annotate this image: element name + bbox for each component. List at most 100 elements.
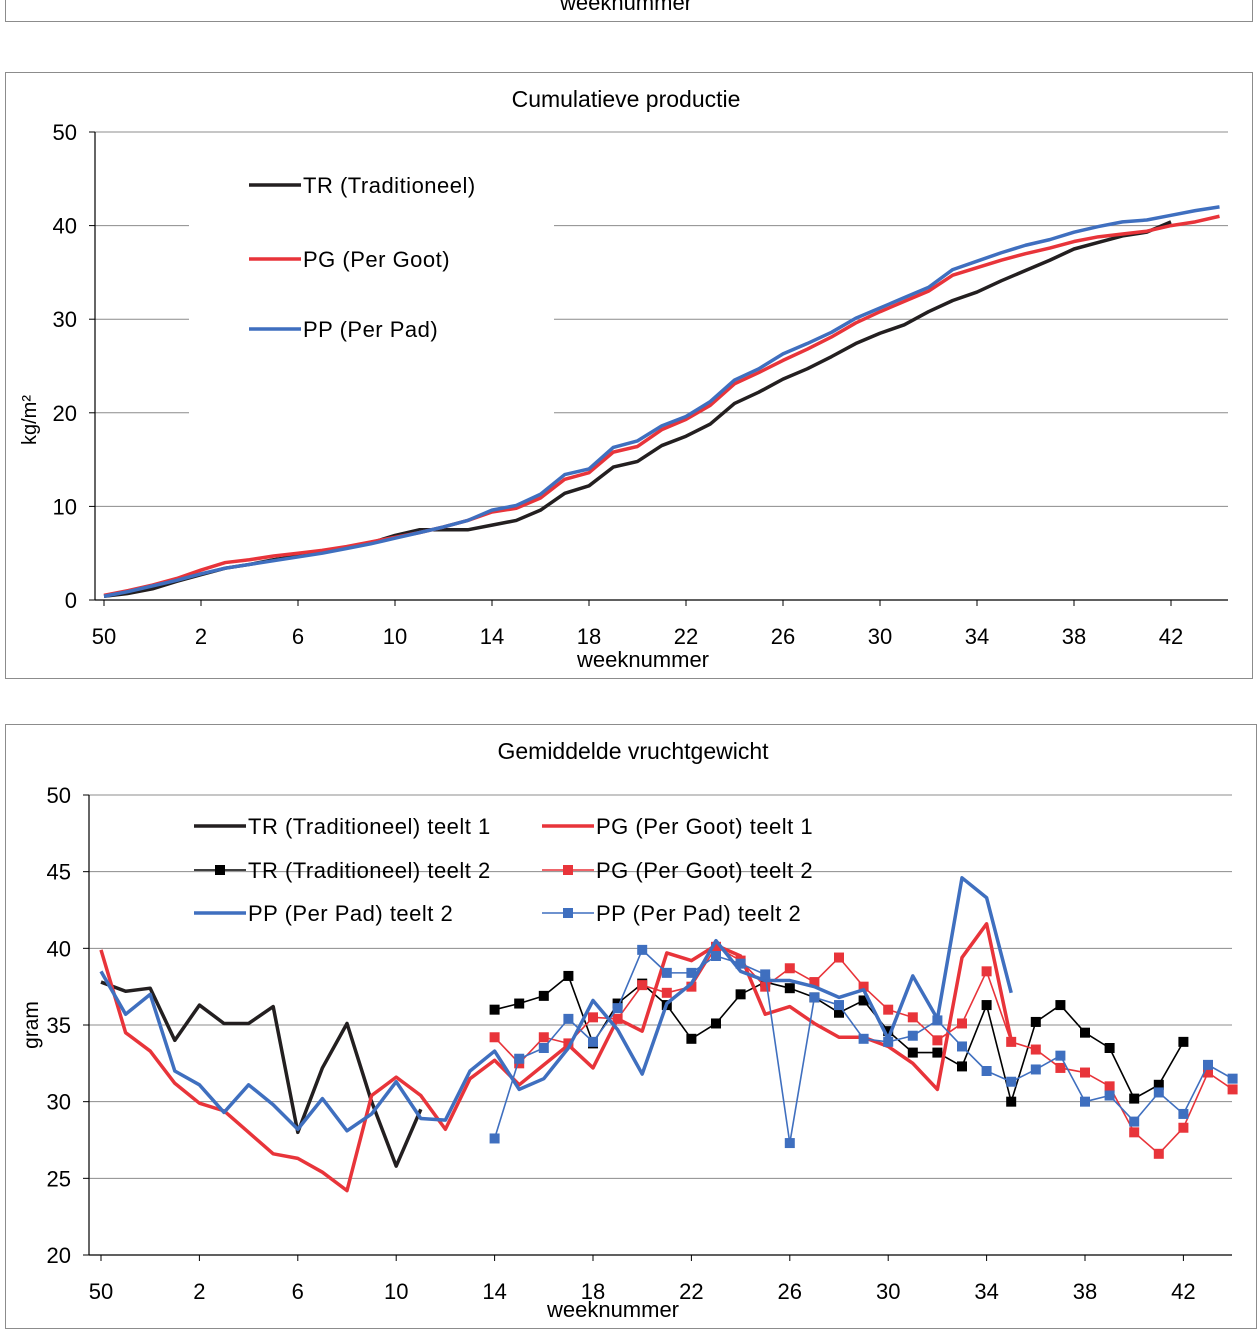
top-chart-fragment: weeknummer: [5, 0, 1253, 22]
data-point: [1055, 1062, 1066, 1073]
data-point: [834, 1007, 844, 1018]
data-point: [1153, 1087, 1164, 1098]
data-point: [1178, 1108, 1189, 1119]
top-fragment-x-axis-title: weeknummer: [559, 0, 692, 15]
top-chart-fragment-svg: weeknummer: [559, 0, 692, 15]
x-tick-label: 38: [1062, 624, 1086, 649]
data-point: [1129, 1116, 1140, 1127]
data-point: [514, 1053, 525, 1064]
legend-label: TR (Traditioneel) teelt 1: [248, 814, 491, 839]
data-point: [907, 1047, 918, 1058]
data-point: [1080, 1027, 1090, 1038]
x-tick-label: 30: [868, 624, 892, 649]
data-point: [1153, 1148, 1164, 1159]
data-point: [957, 1041, 967, 1052]
legend-marker: [215, 865, 225, 875]
data-point: [612, 1003, 623, 1014]
x-tick-label: 6: [292, 624, 304, 649]
data-point: [907, 1012, 918, 1023]
data-point: [1178, 1036, 1189, 1047]
data-point: [1030, 1064, 1041, 1075]
data-point: [489, 1133, 500, 1144]
data-point: [637, 944, 648, 955]
x-tick-label: 18: [577, 624, 601, 649]
x-tick-label: 34: [965, 624, 989, 649]
data-point: [538, 1032, 549, 1043]
data-point: [858, 995, 869, 1006]
data-point: [981, 966, 992, 977]
data-point: [711, 1018, 721, 1029]
data-point: [981, 1000, 992, 1011]
y-tick-label: 30: [47, 1090, 71, 1115]
data-point: [637, 980, 648, 991]
data-point: [1006, 1096, 1017, 1107]
data-point: [883, 1026, 894, 1037]
data-point: [883, 1004, 894, 1015]
series-line: [103, 205, 1220, 598]
data-point: [907, 1030, 918, 1041]
data-point: [834, 1000, 844, 1011]
data-point: [1104, 1043, 1115, 1053]
data-point: [981, 1066, 992, 1076]
data-point: [563, 1038, 574, 1049]
data-point: [612, 1013, 623, 1024]
x-tick-label: 2: [195, 624, 207, 649]
data-point: [1178, 1122, 1189, 1133]
y-tick-label: 20: [47, 1243, 71, 1268]
data-point: [1030, 1016, 1041, 1027]
data-point: [686, 981, 697, 992]
y-tick-label: 10: [53, 494, 77, 519]
data-point: [1030, 1044, 1041, 1055]
chart-2-y-axis-title: gram: [20, 1001, 43, 1049]
data-point: [489, 1032, 500, 1043]
data-point: [1055, 1050, 1066, 1061]
x-tick-label: 30: [876, 1279, 900, 1304]
chart-1-title: Cumulatieve productie: [512, 86, 741, 112]
series-line: [99, 876, 1013, 1133]
data-point: [784, 963, 795, 974]
data-point: [1055, 1000, 1066, 1011]
data-point: [809, 992, 820, 1003]
x-tick-label: 26: [771, 624, 795, 649]
data-point: [1006, 1076, 1017, 1087]
x-tick-label: 6: [292, 1279, 304, 1304]
x-tick-label: 42: [1159, 624, 1183, 649]
data-point: [1129, 1093, 1140, 1104]
data-point: [1080, 1067, 1090, 1078]
data-point: [1129, 1127, 1140, 1138]
chart-1-y-axis-title: kg/m²: [19, 395, 41, 445]
x-tick-label: 50: [92, 624, 116, 649]
y-tick-label: 30: [53, 307, 77, 332]
series-line: [103, 214, 1220, 598]
series-line: [494, 946, 1234, 1155]
legend-label: TR (Traditioneel) teelt 2: [248, 858, 491, 883]
x-tick-label: 10: [383, 624, 407, 649]
legend-marker: [563, 908, 573, 918]
y-tick-label: 50: [53, 120, 77, 145]
legend-label: PP (Per Pad) teelt 2: [596, 901, 801, 926]
data-point: [834, 952, 844, 963]
data-point: [1006, 1036, 1017, 1047]
x-tick-label: 14: [482, 1279, 506, 1304]
data-point: [1227, 1084, 1238, 1095]
data-point: [1153, 1079, 1164, 1090]
data-point: [1203, 1067, 1213, 1078]
y-tick-label: 40: [53, 214, 77, 239]
data-point: [760, 969, 771, 980]
y-tick-label: 50: [47, 783, 71, 808]
chart-2-x-axis-title: weeknummer: [546, 1297, 679, 1322]
data-point: [1104, 1090, 1115, 1101]
data-point: [538, 990, 549, 1001]
data-point: [1104, 1081, 1115, 1092]
data-point: [563, 1013, 574, 1024]
x-tick-label: 26: [778, 1279, 802, 1304]
data-point: [735, 958, 746, 969]
data-point: [563, 970, 574, 981]
data-point: [883, 1036, 894, 1047]
legend-label: PG (Per Goot): [303, 247, 450, 272]
x-tick-label: 50: [89, 1279, 113, 1304]
data-point: [489, 1004, 500, 1015]
x-tick-label: 22: [679, 1279, 703, 1304]
